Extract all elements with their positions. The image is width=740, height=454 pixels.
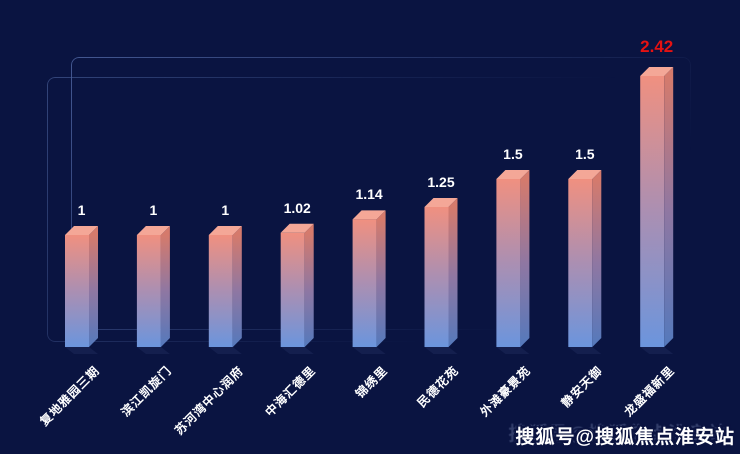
bar-top-face	[424, 198, 458, 207]
bar-front-face	[65, 235, 89, 347]
bar-top-face	[208, 226, 242, 235]
bar-side-face	[160, 226, 170, 347]
bar-top-face	[352, 210, 386, 220]
bar-front-face	[568, 179, 593, 347]
bar-top-face	[280, 223, 314, 233]
bar-side-face	[89, 226, 98, 347]
bar-base-shadow	[568, 347, 602, 354]
bar-side-face	[304, 223, 314, 347]
bar-side-face	[376, 210, 386, 347]
bar-front-face	[424, 207, 449, 347]
bar-value-label: 1.25	[427, 174, 455, 190]
bar-side-face	[592, 170, 602, 347]
bar-base-shadow	[208, 347, 242, 354]
bar-value-label: 1	[149, 202, 158, 218]
bar-front-face	[496, 179, 521, 347]
bar-side-face	[448, 198, 458, 347]
bar-front-face	[136, 235, 161, 347]
bar-value-label: 1.5	[575, 146, 595, 162]
bar-base-shadow	[136, 347, 170, 354]
bar-front-face	[352, 219, 377, 347]
bar-value-label: 2.42	[640, 36, 674, 56]
watermark: 搜狐号@搜狐焦点淮安站	[515, 427, 735, 448]
bar-base-shadow	[65, 347, 98, 354]
bar-top-face	[640, 66, 674, 76]
bar-value-label: 1	[77, 202, 86, 218]
bar-side-face	[664, 66, 674, 348]
bar-base-shadow	[352, 347, 386, 354]
bar-value-label: 1.5	[503, 146, 523, 162]
bar-top-face	[136, 226, 170, 235]
bar-side-face	[232, 226, 242, 347]
bar-value-label: 1.14	[355, 186, 383, 203]
bar-base-shadow	[640, 347, 674, 354]
bar-front-face	[208, 235, 233, 347]
bar-value-label: 1	[221, 202, 230, 218]
bar-top-face	[496, 170, 530, 179]
bar-top-face	[65, 226, 98, 235]
bar-base-shadow	[280, 347, 314, 354]
bar-top-face	[568, 170, 602, 179]
bar-value-label: 1.02	[283, 199, 311, 216]
bar-base-shadow	[424, 347, 458, 354]
bar-front-face	[280, 232, 305, 347]
bar-front-face	[640, 75, 665, 348]
bar-base-shadow	[496, 347, 530, 354]
bar-side-face	[520, 170, 530, 347]
